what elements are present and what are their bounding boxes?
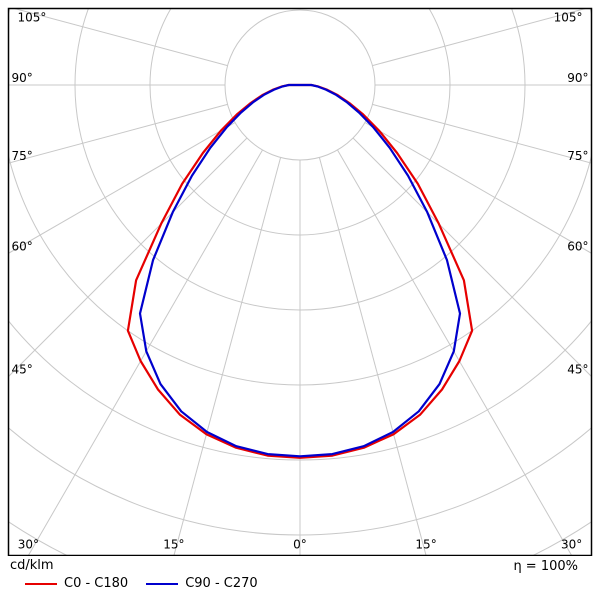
angle-label: 90° [567,71,588,85]
legend-line-c90-c270 [146,582,179,585]
legend-entry-c0-c180: C0 - C180 [25,576,128,591]
angle-labels: 0° 15° 15° 30° 30° 45° 45° 60° 60° 75° 75° 90° 90° 10… [12,11,589,552]
grid-radial [173,157,282,555]
grid-radial [9,103,228,164]
curve-c0-c180 [126,83,474,459]
angle-label: 0° [293,538,307,552]
curves [126,83,474,459]
efficiency-label: η = 100% [513,559,578,574]
legend-line-c0-c180 [25,582,57,585]
legend-label-c0-c180: C0 - C180 [64,576,129,591]
angle-label: 45° [12,363,33,377]
polar-chart-canvas: 0° 15° 15° 30° 30° 45° 45° 60° 60° 75° 75° 90° 90° 10… [7,7,593,556]
angle-label: 90° [12,71,33,85]
angle-label: 105° [17,11,46,25]
angle-label: 75° [567,149,588,163]
grid-radial [28,149,263,555]
plot-frame [7,7,593,556]
angle-label: 30° [561,538,582,552]
angle-label: 75° [12,149,33,163]
curve-c90-c270 [138,83,462,458]
legend-left: cd/klm C0 - C180 C90 - C270 [10,558,276,591]
angle-label: 105° [554,11,583,25]
grid-radial [352,137,591,377]
angle-label: 60° [567,239,588,253]
legend-entry-c90-c270: C90 - C270 [146,576,258,591]
legend-label-c90-c270: C90 - C270 [185,576,258,591]
grid-radial [318,157,427,555]
legend-series-row: C0 - C180 C90 - C270 [10,576,276,591]
angle-label: 45° [567,363,588,377]
grid-radial [337,149,572,555]
chart-legend: cd/klm C0 - C180 C90 - C270 η = 100% [0,556,600,600]
polar-grid [9,9,591,555]
units-label: cd/klm [10,558,54,573]
grid-radial [9,122,236,254]
angle-label: 60° [12,239,33,253]
angle-label: 30° [18,538,39,552]
angle-label: 15° [163,538,184,552]
grid-radial [372,9,586,67]
angle-label: 15° [415,538,436,552]
grid-radial [364,122,591,254]
grid-radial [372,103,591,164]
grid-radial [14,9,228,67]
grid-radial [9,137,248,377]
